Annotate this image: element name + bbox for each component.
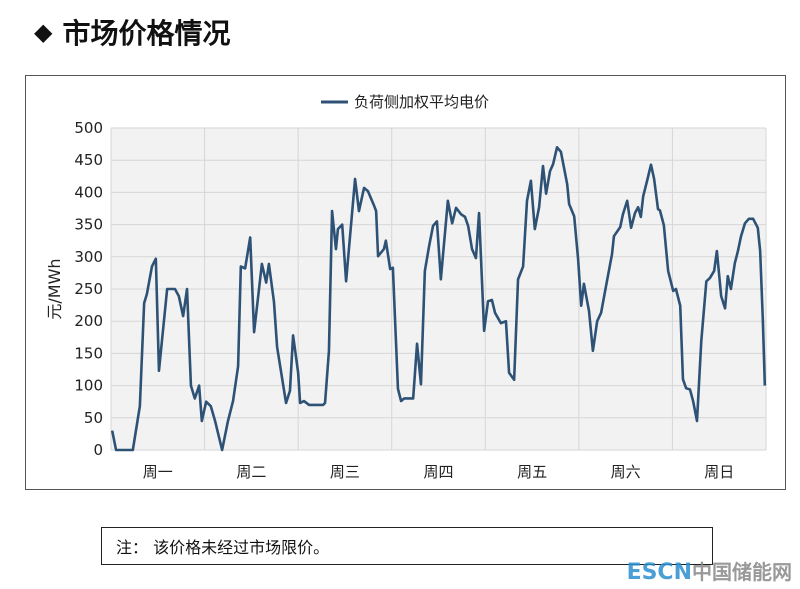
x-tick-label: 周四 [423,463,453,481]
x-tick-label: 周二 [236,463,266,481]
y-tick-label: 200 [74,312,103,330]
y-tick-label: 450 [74,151,103,169]
watermark-cn: 中国储能网 [692,560,792,584]
note-text: 注： 该价格未经过市场限价。 [116,538,330,557]
y-tick-label: 400 [74,183,103,201]
chart-frame: 0 50 100 150 200 250 300 350 400 450 500 周一 周二 周三 周四 周五… [25,75,786,490]
price-line-chart: 0 50 100 150 200 250 300 350 400 450 500 周一 周二 周三 周四 周五… [45,93,767,481]
x-tick-label: 周五 [517,463,547,481]
x-tick-label: 周六 [611,463,641,481]
x-tick-label: 周一 [143,463,173,481]
series-line [110,146,767,452]
legend-label: 负荷侧加权平均电价 [354,93,489,111]
diamond-bullet-icon: ◆ [34,18,53,46]
y-tick-label: 500 [74,119,103,137]
y-tick-label: 150 [74,344,103,362]
y-tick-label: 100 [74,377,103,395]
note-box: 注： 该价格未经过市场限价。 [101,527,713,565]
x-tick-label: 周日 [704,463,734,481]
page-title: ◆ 市场价格情况 [34,12,230,52]
y-tick-label: 300 [74,248,103,266]
y-tick-label: 350 [74,216,103,234]
x-tick-label: 周三 [330,463,360,481]
y-tick-label: 0 [93,441,103,459]
watermark-logo: ESCN中国储能网 [627,556,792,585]
y-tick-label: 50 [84,409,103,427]
page-title-text: 市场价格情况 [62,17,231,50]
watermark-latin: ESCN [626,560,692,585]
y-axis-label: 元/MWh [45,258,64,319]
y-tick-label: 250 [74,280,103,298]
